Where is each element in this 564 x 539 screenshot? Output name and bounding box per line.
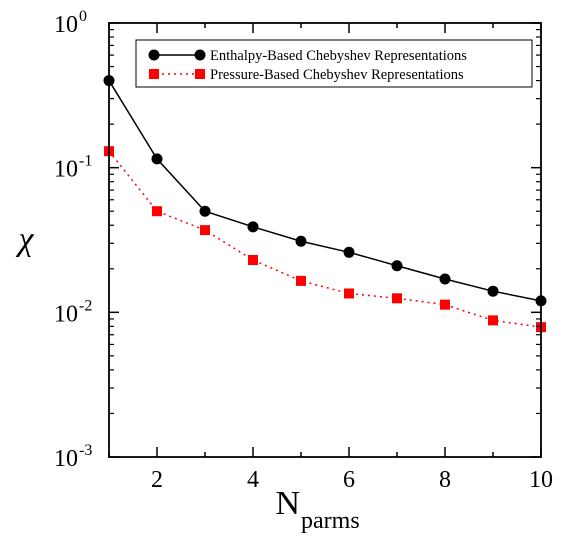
data-point-s0-1 (151, 153, 163, 165)
data-point-s1-8 (488, 315, 498, 326)
data-point-s1-7 (440, 299, 450, 310)
data-point-s1-2 (200, 225, 210, 236)
data-point-s0-5 (343, 246, 355, 258)
data-point-s1-1 (152, 206, 162, 217)
y-tick-label-exponent: -2 (79, 297, 92, 314)
data-point-s1-4 (296, 275, 306, 286)
x-tick-label: 4 (247, 467, 259, 493)
y-tick-label: 10 (54, 301, 78, 327)
data-point-s0-2 (199, 205, 211, 217)
legend-marker-pressure (195, 69, 205, 79)
y-tick-label: 10 (54, 446, 78, 472)
data-point-s0-8 (487, 285, 499, 297)
series-line-1 (108, 150, 542, 328)
y-tick-label-exponent: -1 (79, 153, 92, 170)
legend: Enthalpy-Based Chebyshev Representations… (135, 39, 533, 88)
chart-marks (103, 75, 547, 333)
x-axis-title: N (275, 485, 300, 522)
data-point-s0-3 (247, 221, 259, 233)
legend-marker-pressure (149, 69, 159, 79)
series-line-0 (108, 80, 542, 302)
x-tick-label: 6 (343, 467, 355, 493)
data-point-s0-4 (295, 235, 307, 247)
data-point-s0-7 (439, 273, 451, 285)
legend-label-enthalpy: Enthalpy-Based Chebyshev Representations (210, 48, 467, 64)
y-tick-label: 10 (54, 157, 78, 183)
x-axis-title-subscript: parms (301, 508, 360, 534)
data-point-s1-5 (344, 288, 354, 299)
y-tick-label-exponent: -3 (79, 442, 92, 459)
data-point-s1-6 (392, 293, 402, 304)
legend-marker-enthalpy (148, 49, 160, 61)
x-tick-label: 10 (529, 467, 553, 493)
data-point-s0-6 (391, 260, 403, 272)
plot-frame (108, 22, 542, 458)
x-tick-label: 2 (151, 467, 163, 493)
y-tick-label-exponent: 0 (79, 8, 87, 25)
x-tick-label: 8 (439, 467, 451, 493)
legend-label-pressure: Pressure-Based Chebyshev Representations (210, 67, 464, 83)
y-axis-title: χ (16, 221, 35, 258)
data-point-s1-3 (248, 255, 258, 266)
legend-box (135, 39, 533, 88)
y-tick-label: 10 (54, 12, 78, 38)
legend-marker-enthalpy (194, 49, 206, 61)
